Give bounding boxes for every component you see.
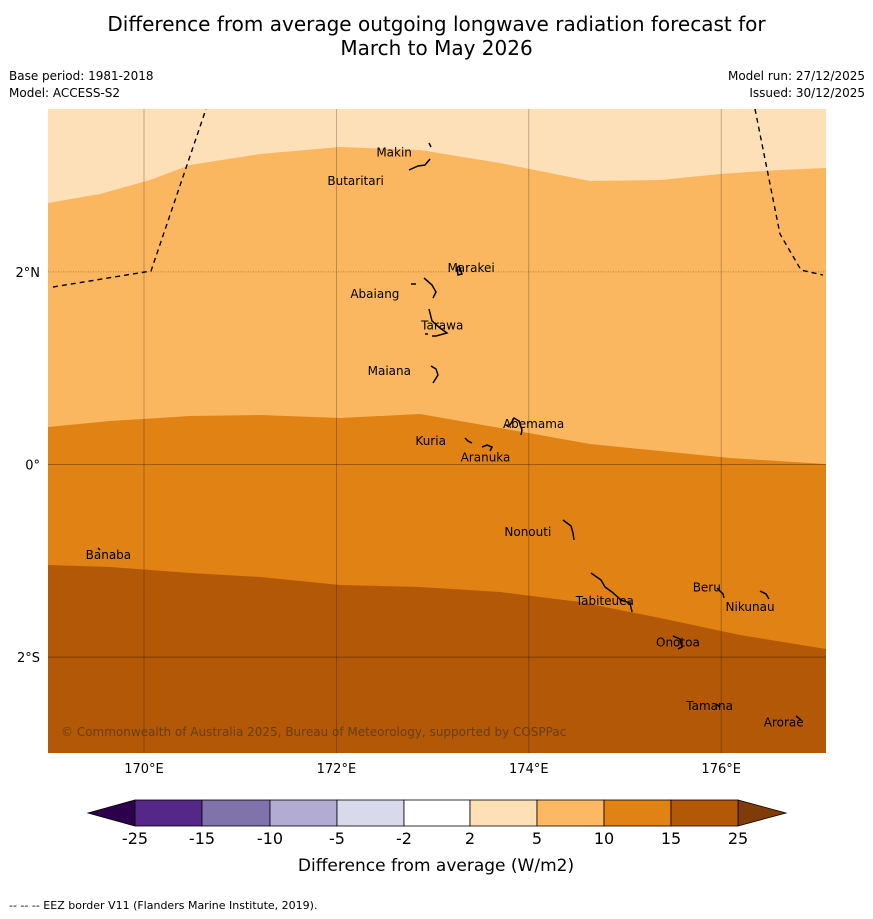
place-label: Beru: [693, 581, 721, 595]
colorbar-label: Difference from average (W/m2): [298, 856, 574, 876]
colorbar-tick-label: -25: [122, 829, 148, 848]
lat-tick-label: 2°N: [16, 266, 41, 281]
place-label: Banaba: [86, 548, 132, 562]
colorbar-under-arrow: [86, 799, 136, 827]
colorbar-segment: [134, 799, 203, 827]
colorbar-segment: [201, 799, 271, 827]
colorbar-segment: [603, 799, 672, 827]
lat-tick-label: 0°: [25, 459, 40, 474]
place-label: Nikunau: [726, 600, 775, 614]
place-label: Onotoa: [656, 636, 700, 650]
lon-tick-label: 174°E: [509, 762, 549, 777]
colorbar-tick-label: -15: [189, 829, 215, 848]
colorbar-segment: [336, 799, 405, 827]
place-label: Tamana: [685, 699, 733, 713]
title-line-1: Difference from average outgoing longwav…: [107, 12, 766, 36]
band-15-25: [48, 565, 826, 753]
meta-right: Model run: 27/12/2025 Issued: 30/12/2025: [728, 68, 865, 102]
meta-left: Base period: 1981-2018 Model: ACCESS-S2: [9, 68, 154, 102]
axes: 170°E 172°E 174°E 176°E 2°N 0° 2°S: [16, 266, 741, 777]
chart-title: Difference from average outgoing longwav…: [0, 12, 873, 60]
place-label: Makin: [376, 145, 412, 159]
gridlines: [48, 109, 826, 753]
place-label: Maiana: [368, 364, 411, 378]
place-label: Tarawa: [420, 319, 463, 333]
place-label: Aranuka: [461, 451, 511, 465]
colorbar-tick-label: 2: [465, 829, 475, 848]
place-label: Butaritari: [327, 174, 384, 188]
eez-border-left: [52, 109, 207, 288]
eez-legend-footer: -- -- -- EEZ border V11 (Flanders Marine…: [9, 899, 318, 912]
colorbar-segment: [403, 799, 471, 827]
islands: [97, 142, 802, 721]
place-label: Marakei: [447, 261, 494, 275]
lon-tick-label: 170°E: [124, 762, 164, 777]
colorbar-segment: [536, 799, 605, 827]
lon-tick-label: 172°E: [317, 762, 357, 777]
base-period: Base period: 1981-2018: [9, 69, 154, 83]
place-label: Kuria: [415, 434, 446, 448]
colorbar-tick-label: 5: [532, 829, 542, 848]
colorbar-over-arrow: [737, 799, 788, 827]
colorbar-segment: [469, 799, 538, 827]
issued-date: Issued: 30/12/2025: [749, 86, 865, 100]
place-label: Abemama: [503, 417, 564, 431]
place-label: Nonouti: [504, 525, 551, 539]
colorbar-segment: [269, 799, 338, 827]
place-label: Abaiang: [350, 287, 399, 301]
lon-tick-label: 176°E: [701, 762, 741, 777]
place-label: Arorae: [764, 715, 804, 729]
colorbar-tick-label: 15: [661, 829, 681, 848]
colorbar-tick-label: -2: [396, 829, 412, 848]
colorbar-tick-label: 10: [594, 829, 614, 848]
colorbar: -25 -15 -10 -5 -2 2 5 10 15 25: [86, 799, 788, 848]
model-name: Model: ACCESS-S2: [9, 86, 121, 100]
colorbar-tick-label: 25: [728, 829, 748, 848]
copyright-notice: © Commonwealth of Australia 2025, Bureau…: [61, 725, 566, 739]
colorbar-segment: [670, 799, 739, 827]
colorbar-tick-label: -10: [257, 829, 283, 848]
title-line-2: March to May 2026: [340, 36, 533, 60]
place-labels: Makin Butaritari Marakei Abaiang Tarawa Maian…: [86, 145, 804, 729]
eez-border-right: [754, 109, 824, 276]
colorbar-tick-label: -5: [329, 829, 345, 848]
lat-tick-label: 2°S: [17, 651, 40, 666]
place-label: Tabiteuea: [575, 594, 634, 608]
model-run: Model run: 27/12/2025: [727, 69, 865, 83]
